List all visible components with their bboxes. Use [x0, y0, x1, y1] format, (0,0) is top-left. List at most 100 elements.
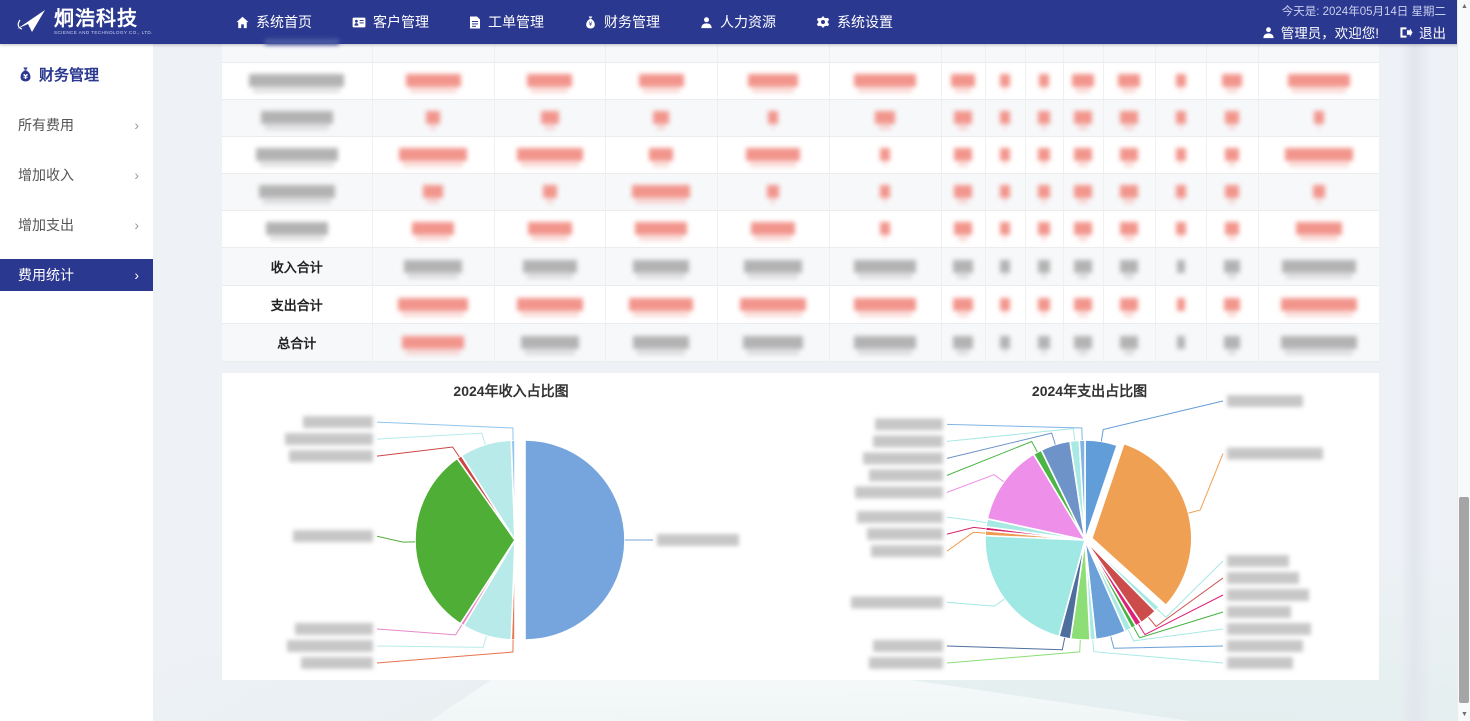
pie-label-leader-line: [946, 639, 1081, 664]
redacted-cell: [829, 136, 942, 174]
pie-label-leader-line: [376, 421, 514, 441]
redacted-cell: [1025, 323, 1064, 362]
redacted-cell: [1258, 44, 1379, 63]
logout-button[interactable]: 退出: [1419, 26, 1446, 41]
pie-label-redacted: [1227, 657, 1293, 669]
vertical-scrollbar[interactable]: ▲ ▼: [1457, 0, 1470, 721]
redacted-cell: [985, 285, 1026, 324]
money-bag-icon: ¥: [20, 67, 31, 82]
pie-label-redacted: [285, 433, 373, 446]
pie-slice[interactable]: [510, 439, 516, 541]
pie-label-redacted: [869, 657, 943, 669]
pie-slice[interactable]: [414, 457, 516, 625]
redacted-cell: [1155, 136, 1207, 174]
nav-item-label: 财务管理: [604, 14, 660, 30]
redacted-cell: [605, 247, 718, 286]
redacted-cell: [1155, 173, 1207, 211]
sidebar-item-1[interactable]: 所有费用 ›: [0, 109, 153, 141]
redacted-cell: [222, 44, 373, 63]
user-icon: [1263, 26, 1274, 38]
scrollbar-up-arrow-icon[interactable]: ▲: [1461, 3, 1468, 10]
redacted-cell: [222, 136, 373, 174]
pie-label-leader-line: [1110, 636, 1224, 649]
table-header-clipped-redacted: [265, 39, 339, 45]
nav-item-4[interactable]: ¥ 财务管理: [584, 12, 660, 32]
redacted-cell: [941, 285, 986, 324]
pie-label-redacted: [293, 530, 373, 543]
nav-item-5[interactable]: 人力资源: [700, 12, 776, 32]
nav-item-3[interactable]: 工单管理: [469, 12, 544, 32]
nav-item-label: 客户管理: [373, 14, 429, 30]
scrollbar-thumb[interactable]: [1459, 497, 1469, 703]
redacted-cell: [985, 62, 1026, 100]
pie-label-leader-line: [946, 526, 986, 535]
redacted-cell: [829, 247, 942, 286]
redacted-cell: [941, 323, 986, 362]
redacted-cell: [1206, 173, 1259, 211]
redacted-cell: [985, 173, 1026, 211]
redacted-cell: [1025, 285, 1064, 324]
redacted-cell: [1206, 62, 1259, 100]
nav-item-1[interactable]: 系统首页: [236, 12, 312, 32]
redacted-cell: [372, 247, 495, 286]
redacted-cell: [1063, 99, 1104, 137]
redacted-cell: [1206, 285, 1259, 324]
redacted-cell: [222, 210, 373, 248]
pie-label-redacted: [873, 640, 943, 652]
sidebar-title-label: 财务管理: [39, 67, 100, 84]
pie-label-redacted: [1227, 589, 1309, 601]
nav-item-2[interactable]: 客户管理: [352, 12, 429, 32]
logout-icon[interactable]: [1399, 26, 1413, 39]
pie-slice[interactable]: [1091, 442, 1193, 607]
redacted-cell: [605, 173, 718, 211]
redacted-cell: [1103, 285, 1156, 324]
redacted-cell: [717, 62, 830, 100]
pie-label-leader-line: [376, 432, 486, 445]
brand-name: 炯浩科技: [54, 7, 138, 30]
redacted-cell: [1206, 99, 1259, 137]
redacted-cell: [1258, 247, 1379, 286]
redacted-cell: [1063, 210, 1104, 248]
brand-logo[interactable]: 炯浩科技 SCIENCE AND TECHNOLOGY CO., LTD.: [0, 8, 190, 36]
expense-statistics-table-container: 收入合计 支出合计 总合计: [222, 44, 1379, 362]
redacted-cell: [605, 99, 718, 137]
chevron-right-icon: ›: [134, 167, 139, 183]
table-row: [222, 173, 1379, 211]
pie-label-redacted: [875, 418, 943, 431]
redacted-cell: [1063, 62, 1104, 100]
table-row: [222, 62, 1379, 100]
redacted-cell: [717, 210, 830, 248]
pie-label-redacted: [1227, 395, 1303, 407]
nav-item-label: 人力资源: [720, 14, 776, 30]
redacted-cell: [494, 247, 606, 286]
redacted-cell: [1025, 44, 1064, 63]
redacted-cell: [494, 136, 606, 174]
sidebar-item-label: 增加支出: [18, 217, 74, 233]
sidebar-item-3[interactable]: 增加支出 ›: [0, 209, 153, 241]
redacted-cell: [1206, 323, 1259, 362]
redacted-cell: [717, 99, 830, 137]
redacted-cell: [717, 44, 830, 63]
pie-slice[interactable]: [1078, 439, 1086, 541]
pie-label-leader-line: [1127, 628, 1224, 642]
redacted-cell: [941, 136, 986, 174]
redacted-cell: [1103, 99, 1156, 137]
redacted-cell: [605, 285, 718, 324]
nav-item-6[interactable]: 系统设置: [816, 12, 893, 32]
pie-slice[interactable]: [984, 534, 1086, 638]
pie-label-leader-line: [376, 624, 463, 636]
scrollbar-down-arrow-icon[interactable]: ▼: [1461, 711, 1468, 718]
sidebar-item-2[interactable]: 增加收入 ›: [0, 159, 153, 191]
redacted-cell: [494, 99, 606, 137]
redacted-cell: [985, 247, 1026, 286]
redacted-cell: [717, 285, 830, 324]
pie-slice[interactable]: [524, 439, 626, 641]
redacted-cell: [985, 136, 1026, 174]
sidebar-item-4[interactable]: 费用统计 ›: [0, 259, 153, 291]
pie-label-leader-line: [946, 637, 1066, 651]
pie-label-redacted: [301, 657, 373, 669]
redacted-cell: [829, 62, 942, 100]
pie-slice[interactable]: [986, 453, 1086, 541]
pie-label-redacted: [1227, 623, 1311, 635]
redacted-cell: [1258, 210, 1379, 248]
